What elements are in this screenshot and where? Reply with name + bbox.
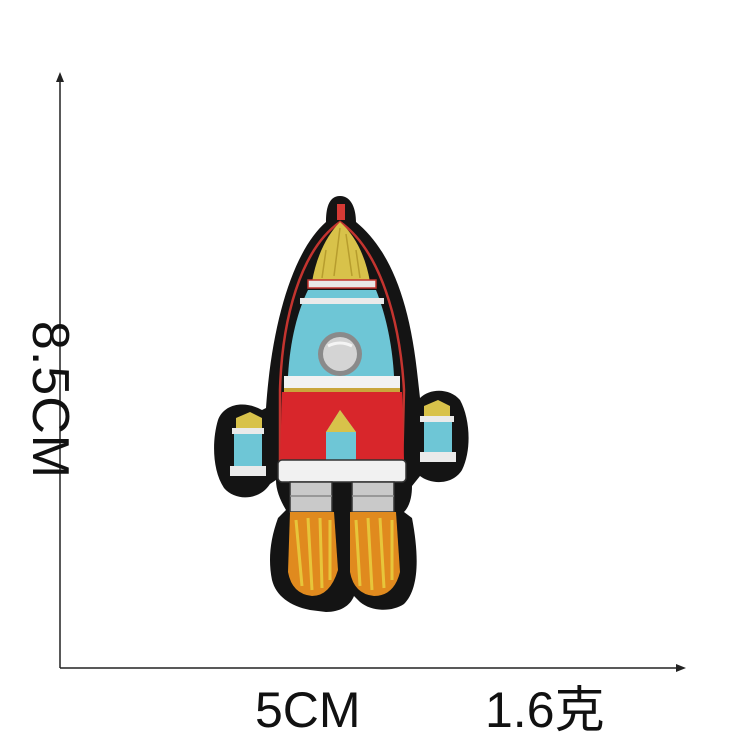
height-axis-arrow-icon	[56, 72, 64, 82]
left-booster	[230, 412, 266, 476]
nose-cone	[312, 222, 370, 282]
height-label: 8.5CM	[21, 320, 79, 480]
right-nozzle	[351, 481, 395, 513]
right-booster	[420, 400, 456, 462]
left-nozzle	[289, 481, 333, 513]
right-flame	[350, 512, 400, 596]
width-axis-arrow-icon	[676, 664, 686, 672]
rocket-base	[277, 459, 407, 483]
antenna-tip	[337, 204, 345, 220]
width-label: 5CM	[255, 682, 361, 738]
weight-label: 1.6克	[485, 682, 605, 738]
